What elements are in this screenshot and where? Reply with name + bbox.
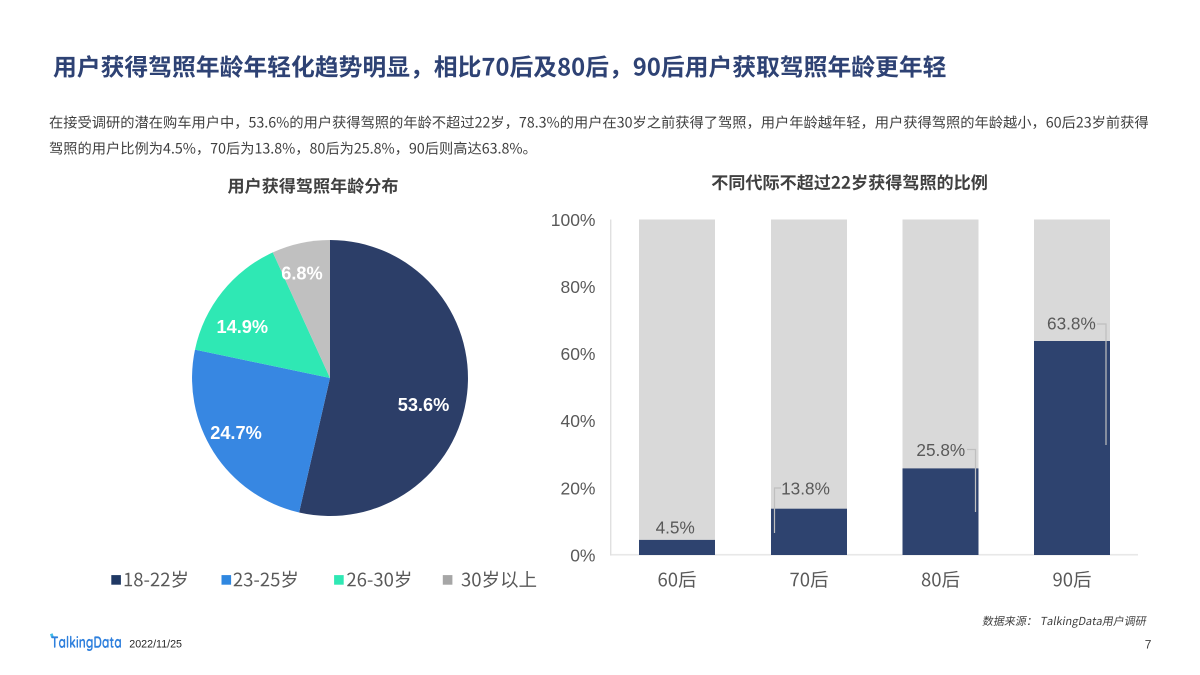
svg-text:24.7%: 24.7% <box>210 423 262 443</box>
svg-text:40%: 40% <box>560 411 595 431</box>
svg-text:60%: 60% <box>560 344 595 364</box>
svg-text:14.9%: 14.9% <box>217 317 269 337</box>
svg-text:13.8%: 13.8% <box>781 479 830 499</box>
svg-text:80%: 80% <box>560 277 595 297</box>
svg-text:2022/11/25: 2022/11/25 <box>129 639 182 651</box>
svg-text:7: 7 <box>1145 637 1152 651</box>
svg-text:20%: 20% <box>560 478 595 498</box>
svg-text:0%: 0% <box>570 545 595 565</box>
svg-text:100%: 100% <box>551 210 596 230</box>
svg-text:25.8%: 25.8% <box>916 440 965 460</box>
svg-text:4.5%: 4.5% <box>656 518 695 538</box>
svg-text:6.8%: 6.8% <box>281 264 322 284</box>
svg-text:53.6%: 53.6% <box>398 395 450 415</box>
svg-text:63.8%: 63.8% <box>1047 313 1096 333</box>
